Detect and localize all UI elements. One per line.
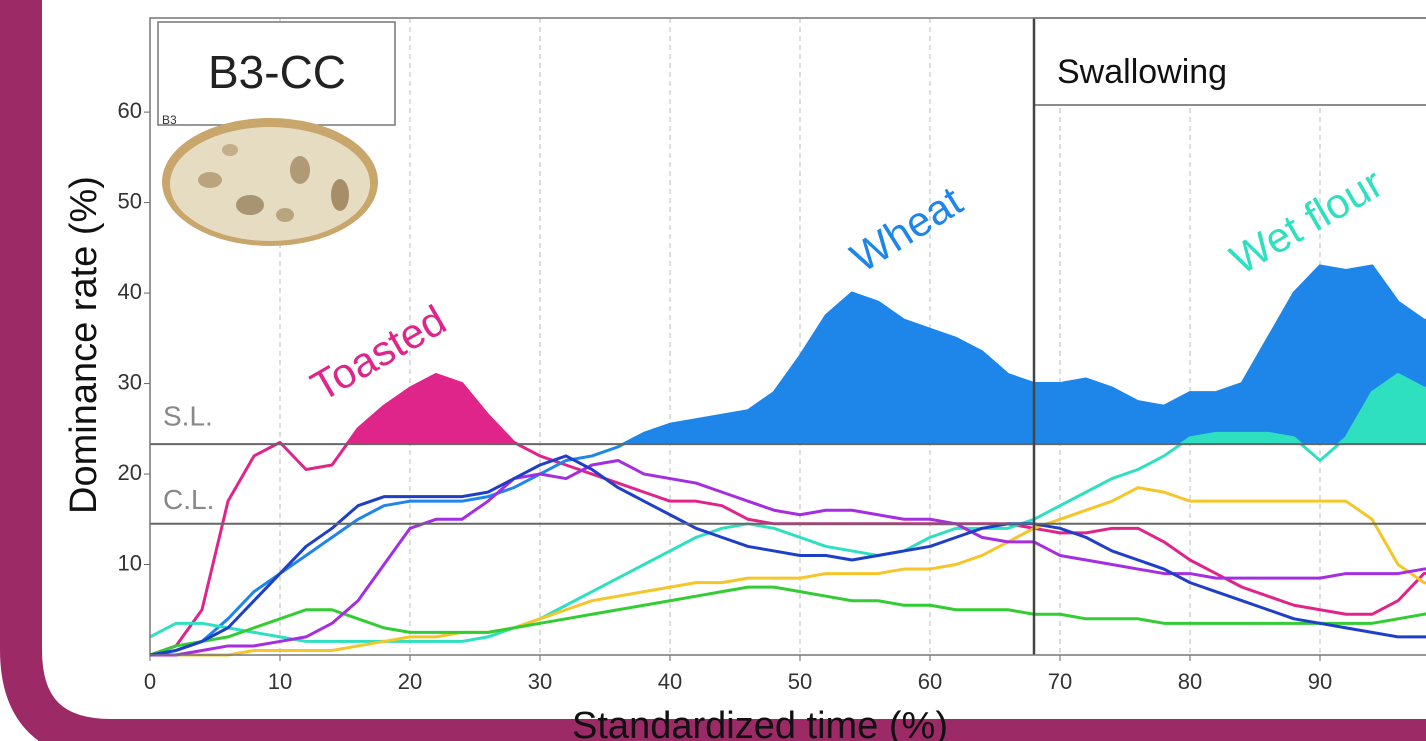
significance-label: S.L.: [163, 401, 213, 432]
x-tick-label: 30: [528, 669, 552, 694]
y-axis-title: Dominance rate (%): [63, 176, 105, 514]
y-tick-label: 50: [118, 188, 142, 213]
panel-label: B3-CC: [208, 46, 346, 98]
page: 0102030405060708090100102030405060S.L.C.…: [0, 0, 1426, 741]
x-tick-label: 10: [268, 669, 292, 694]
x-tick-label: 0: [144, 669, 156, 694]
y-tick-label: 40: [118, 279, 142, 304]
x-tick-label: 90: [1308, 669, 1332, 694]
image-label: B3: [162, 113, 177, 127]
attribute-label: Wet flour: [1222, 159, 1390, 283]
bread-image: [162, 118, 378, 246]
dominance-line: [150, 456, 1426, 655]
x-tick-label: 60: [918, 669, 942, 694]
x-tick-label: 20: [398, 669, 422, 694]
chart: 0102030405060708090100102030405060S.L.C.…: [0, 0, 1426, 741]
chance-label: C.L.: [163, 484, 214, 515]
y-tick-label: 30: [118, 369, 142, 394]
dominance-line: [150, 460, 1426, 655]
x-tick-label: 50: [788, 669, 812, 694]
x-tick-label: 70: [1048, 669, 1072, 694]
x-axis-title: Standardized time (%): [572, 705, 948, 741]
phase-label: Swallowing: [1057, 53, 1227, 91]
y-tick-label: 60: [118, 98, 142, 123]
y-tick-label: 20: [118, 460, 142, 485]
y-tick-label: 10: [118, 550, 142, 575]
attribute-label: Wheat: [842, 177, 970, 281]
x-tick-label: 40: [658, 669, 682, 694]
x-tick-label: 80: [1178, 669, 1202, 694]
